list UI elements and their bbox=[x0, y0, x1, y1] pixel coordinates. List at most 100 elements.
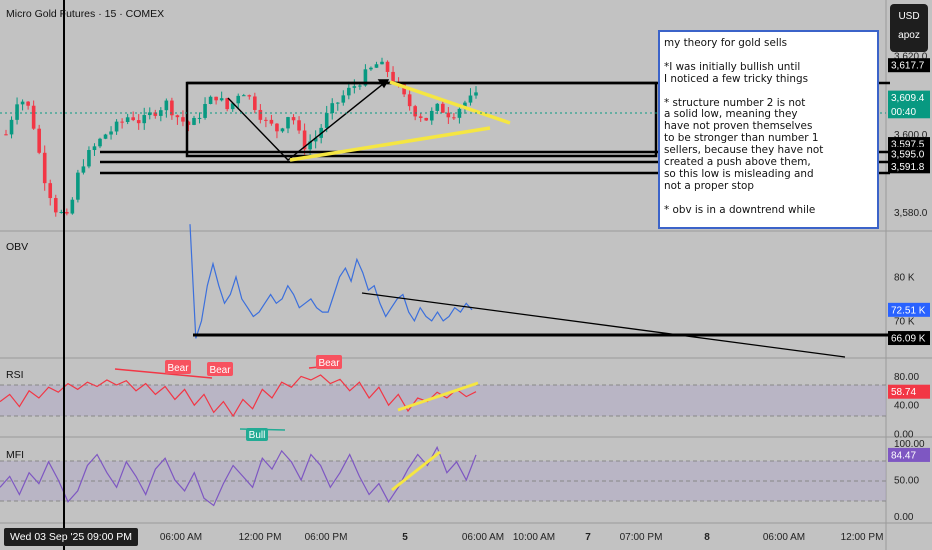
candle bbox=[236, 93, 241, 110]
time-tick-label: 8 bbox=[704, 532, 710, 543]
crosshair-date-label: Wed 03 Sep '25 09:00 PM bbox=[4, 528, 139, 546]
svg-text:72.51 K: 72.51 K bbox=[891, 305, 926, 316]
candle bbox=[313, 130, 318, 149]
candle bbox=[253, 92, 257, 114]
bull-label bbox=[246, 428, 268, 441]
mfi-pane-title: MFI bbox=[6, 449, 24, 461]
bear-label-1 bbox=[165, 360, 191, 374]
time-tick-label: 07:00 PM bbox=[620, 532, 663, 543]
drawing-triangle-pattern[interactable] bbox=[289, 80, 511, 162]
axis-tick-label: 0.00 bbox=[894, 430, 914, 441]
obv-trendline[interactable] bbox=[361, 292, 846, 358]
candle bbox=[241, 93, 246, 97]
candle bbox=[291, 114, 296, 125]
time-tick-label: 06:00 AM bbox=[160, 532, 202, 543]
time-tick-label: 06:00 PM bbox=[305, 532, 348, 543]
candle bbox=[9, 116, 14, 139]
rsi-annotation-labels: Bear Bear Bear Bull bbox=[165, 355, 342, 441]
axis-tick-label: 3,600.0 bbox=[894, 130, 928, 141]
candle bbox=[247, 94, 252, 100]
axis-tick-label: 3,620.0 bbox=[894, 52, 928, 63]
price-axis: 3,620.0 3,600.0 3,580.0 3,617.7 3,609.4 00:40… bbox=[888, 52, 930, 523]
currency-badge[interactable]: USD apoz bbox=[890, 4, 928, 52]
time-tick-label: 12:00 PM bbox=[239, 532, 282, 543]
bear-label-2 bbox=[207, 362, 233, 376]
candle bbox=[208, 95, 213, 105]
candle bbox=[153, 109, 158, 119]
drawing-zigzag[interactable] bbox=[227, 79, 390, 161]
candle bbox=[87, 146, 91, 169]
candle bbox=[125, 113, 130, 125]
bear-label-2-text: Bear bbox=[209, 365, 231, 376]
candle bbox=[352, 79, 357, 94]
candle bbox=[15, 97, 19, 125]
bear-label-3-text: Bear bbox=[318, 358, 340, 369]
price-label: 3,595.0 bbox=[888, 146, 930, 161]
candle bbox=[109, 126, 113, 140]
axis-tick-label: 100.00 bbox=[894, 439, 925, 450]
candle bbox=[280, 127, 285, 133]
candle bbox=[225, 97, 229, 112]
candle bbox=[330, 98, 335, 120]
candle bbox=[114, 119, 119, 135]
candle bbox=[70, 197, 75, 215]
price-label: 84.47 bbox=[888, 447, 930, 462]
axis-tick-label: 50.00 bbox=[894, 476, 919, 487]
candle bbox=[131, 111, 135, 122]
candle bbox=[214, 96, 218, 105]
candle bbox=[92, 143, 97, 156]
obv-pane-title: OBV bbox=[6, 241, 28, 253]
candle bbox=[324, 105, 329, 133]
candle bbox=[76, 169, 80, 203]
candle bbox=[424, 117, 429, 121]
axis-tick-label: 70 K bbox=[894, 316, 915, 327]
candle bbox=[452, 113, 456, 121]
candle bbox=[264, 117, 268, 128]
candle bbox=[159, 107, 163, 122]
time-axis: 06:00 AM 12:00 PM 06:00 PM 5 06:00 AM 10:00 A… bbox=[160, 532, 884, 543]
time-tick-label: 10:00 AM bbox=[513, 532, 555, 543]
candle bbox=[181, 110, 185, 127]
candle bbox=[369, 66, 373, 71]
candle bbox=[59, 209, 64, 214]
axis-tick-label: 3,580.0 bbox=[894, 208, 928, 219]
series-line bbox=[189, 224, 473, 339]
svg-text:3,609.4: 3,609.4 bbox=[891, 93, 925, 104]
price-label: 3,609.4 bbox=[888, 90, 930, 105]
currency-code: USD bbox=[898, 11, 920, 22]
time-tick-label: 5 bbox=[402, 532, 408, 543]
candle bbox=[435, 102, 440, 115]
candle bbox=[302, 123, 307, 155]
series-line bbox=[0, 445, 477, 507]
series-line bbox=[0, 374, 477, 418]
price-pane bbox=[4, 57, 478, 217]
svg-text:3,591.8: 3,591.8 bbox=[891, 162, 925, 173]
candle bbox=[147, 107, 152, 120]
price-label: 3,617.7 bbox=[888, 58, 930, 73]
mfi-divergence-line[interactable] bbox=[391, 450, 441, 492]
mfi-pane bbox=[0, 445, 477, 507]
candle bbox=[474, 86, 478, 99]
time-tick-label: 06:00 AM bbox=[462, 532, 504, 543]
svg-text:3,617.7: 3,617.7 bbox=[891, 61, 925, 72]
candle bbox=[142, 107, 147, 130]
rsi-pane-title: RSI bbox=[6, 369, 24, 381]
time-tick-label: 7 bbox=[585, 532, 591, 543]
candle bbox=[53, 194, 58, 217]
axis-tick-label: 40.00 bbox=[894, 401, 919, 412]
candle bbox=[197, 112, 202, 124]
candle bbox=[103, 133, 108, 140]
mfi-bands bbox=[0, 460, 886, 502]
note-textbox[interactable]: my theory for gold sells *I was initiall… bbox=[658, 30, 879, 229]
price-label: 66.09 K bbox=[888, 331, 930, 346]
svg-text:3,595.0: 3,595.0 bbox=[891, 149, 925, 160]
candle bbox=[37, 124, 41, 155]
bear-label-3 bbox=[316, 355, 342, 369]
candle bbox=[20, 99, 25, 111]
candle bbox=[269, 114, 274, 126]
svg-text:58.74: 58.74 bbox=[891, 387, 916, 398]
axis-tick-label: 80 K bbox=[894, 272, 915, 283]
candle bbox=[275, 123, 279, 139]
